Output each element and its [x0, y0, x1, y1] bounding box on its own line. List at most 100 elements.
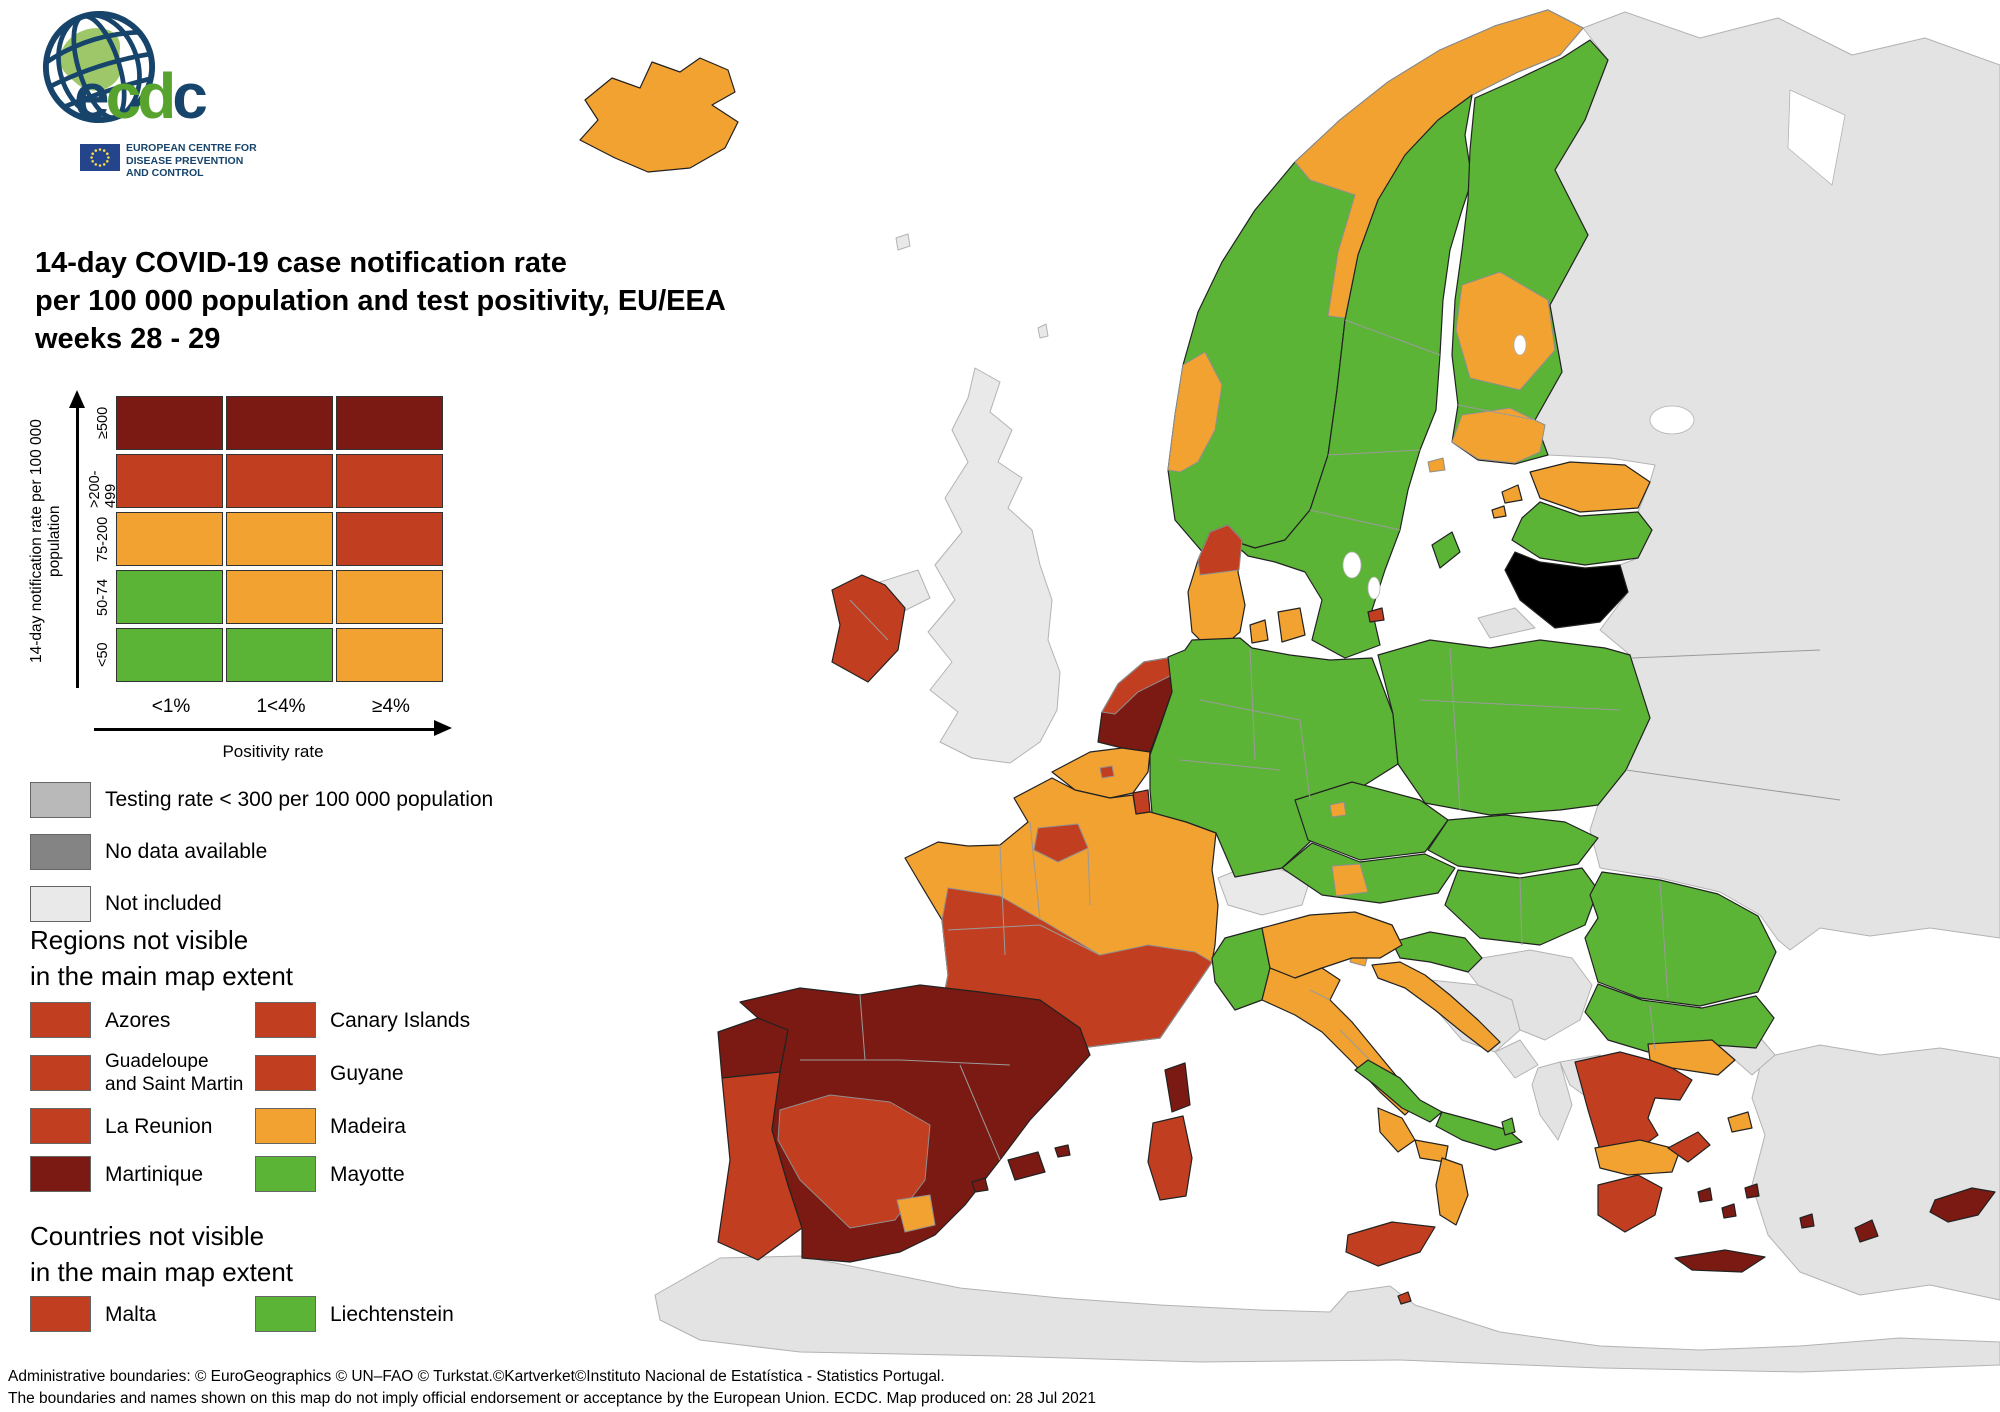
logo-caption: EUROPEAN CENTRE FOR DISEASE PREVENTION A… [126, 142, 257, 179]
map-ile-de-france [1033, 823, 1089, 863]
matrix-cell-orange [116, 512, 223, 566]
map-corsica [1164, 1062, 1191, 1113]
map-peloponnese [1597, 1174, 1663, 1233]
map-calabria [1435, 1157, 1469, 1226]
map-austria [1281, 842, 1456, 904]
matrix-y-axis-label: 14-day notification rate per 100 000 pop… [28, 419, 63, 663]
map-ireland [831, 574, 906, 683]
matrix-cell-green [116, 628, 223, 682]
map-czechia [1294, 781, 1449, 861]
map-britain [927, 367, 1061, 764]
matrix-row-1: >200-499 [87, 454, 446, 509]
x-axis-arrow-icon [434, 720, 452, 736]
matrix-row-0: ≥500 [90, 396, 446, 450]
matrix-cell-orange [336, 628, 443, 682]
matrix-column-label: ≥4% [372, 696, 410, 717]
legend-item: Guyane [255, 1050, 470, 1096]
matrix-row-4: <50 [90, 628, 446, 682]
map-cyprus [1929, 1187, 1996, 1223]
matrix-cell-red [116, 454, 223, 508]
legend-item: Malta [30, 1296, 255, 1332]
map-rhodes [1854, 1219, 1879, 1243]
map-finland-south [1451, 407, 1546, 464]
legend-swatch [30, 834, 91, 870]
legend-swatch [30, 1156, 91, 1192]
map-estonia [1529, 461, 1651, 513]
legend-swatch [30, 1002, 91, 1038]
map-denmark-midtjylland [1197, 524, 1243, 576]
map-murcia [896, 1194, 936, 1233]
legend-label: Liechtenstein [330, 1302, 454, 1326]
matrix-cell-orange [336, 570, 443, 624]
legend-label: Malta [105, 1302, 157, 1326]
legend-swatch [30, 782, 91, 818]
map-estonia-islands-2 [1491, 505, 1507, 519]
matrix-cell-dark_red [336, 396, 443, 450]
map-salzburg [1331, 863, 1369, 897]
map-abruzzo-molise [1354, 1059, 1443, 1123]
legend-label: Not included [105, 892, 222, 915]
matrix-column-label: 1<4% [256, 696, 306, 717]
lake-saimaa [1513, 334, 1527, 356]
y-axis-arrow-icon [69, 390, 85, 408]
map-campania [1377, 1107, 1416, 1153]
white-sea [1787, 89, 1846, 186]
map-cyclades-1 [1697, 1187, 1713, 1203]
matrix-row-2: 75-200 [90, 512, 446, 566]
legend-swatch [30, 1055, 91, 1091]
map-cyclades-2 [1721, 1203, 1737, 1219]
title-line-2: per 100 000 population and test positivi… [35, 285, 726, 317]
lake-vattern [1367, 576, 1381, 600]
map-greece-central [1594, 1139, 1681, 1176]
map-finland-central [1455, 271, 1556, 391]
map-latvia [1511, 501, 1653, 566]
legend-label: Guadeloupe and Saint Martin [105, 1051, 244, 1095]
status-legend: Testing rate < 300 per 100 000 populatio… [30, 782, 493, 938]
map-ionian-islands [1501, 1117, 1516, 1136]
map-poland [1377, 639, 1651, 816]
matrix-xlabels: <1% 1<4% ≥4% [116, 696, 446, 718]
legend-swatch [255, 1296, 316, 1332]
map-puglia [1435, 1111, 1523, 1151]
map-portugal-north [717, 1017, 789, 1079]
legend-label: Mayotte [330, 1162, 405, 1186]
legend-item: Testing rate < 300 per 100 000 populatio… [30, 782, 493, 818]
legend-swatch [30, 1108, 91, 1144]
map-piedmont [1211, 927, 1271, 1011]
legend-item: Madeira [255, 1108, 470, 1144]
matrix-row-label: >200-499 [87, 470, 119, 509]
map-brussels [1099, 765, 1115, 779]
map-zealand [1277, 607, 1306, 643]
legend-item: Azores [30, 1002, 255, 1038]
map-croatia-inland [1391, 931, 1483, 973]
legend-item: Not included [30, 886, 493, 922]
globe-icon [42, 10, 156, 124]
map-funen [1249, 619, 1269, 644]
footer-line-1: Administrative boundaries: © EuroGeograp… [8, 1368, 945, 1385]
map-greece-attica [1667, 1131, 1711, 1163]
map-mallorca [1007, 1151, 1046, 1181]
legend-label: Madeira [330, 1114, 406, 1138]
regions-not-visible-heading: Regions not visible in the main map exte… [30, 925, 294, 991]
map-shetland [1037, 323, 1049, 339]
map-dodecanese [1799, 1213, 1815, 1229]
matrix-row-label: <50 [95, 642, 111, 668]
map-croatia-coast [1371, 961, 1501, 1053]
ecdc-logo: ecdc EUROPEAN CENTRE FOR DISEASE PREVENT… [30, 6, 310, 184]
map-iceland [579, 57, 739, 173]
map-bulgaria [1584, 983, 1775, 1053]
legend-swatch [255, 1108, 316, 1144]
map-malta [1397, 1291, 1412, 1305]
matrix-cell-red [336, 512, 443, 566]
legend-swatch [30, 1296, 91, 1332]
matrix-row-label: 50-74 [95, 578, 111, 616]
legend-item: Guadeloupe and Saint Martin [30, 1050, 255, 1096]
ireland-region-border [849, 599, 889, 641]
legend-label: Guyane [330, 1061, 404, 1085]
matrix-column-label: <1% [151, 696, 191, 717]
legend-label: No data available [105, 840, 268, 863]
map-norway-west-coast [1167, 351, 1223, 473]
map-slovakia [1427, 814, 1599, 875]
